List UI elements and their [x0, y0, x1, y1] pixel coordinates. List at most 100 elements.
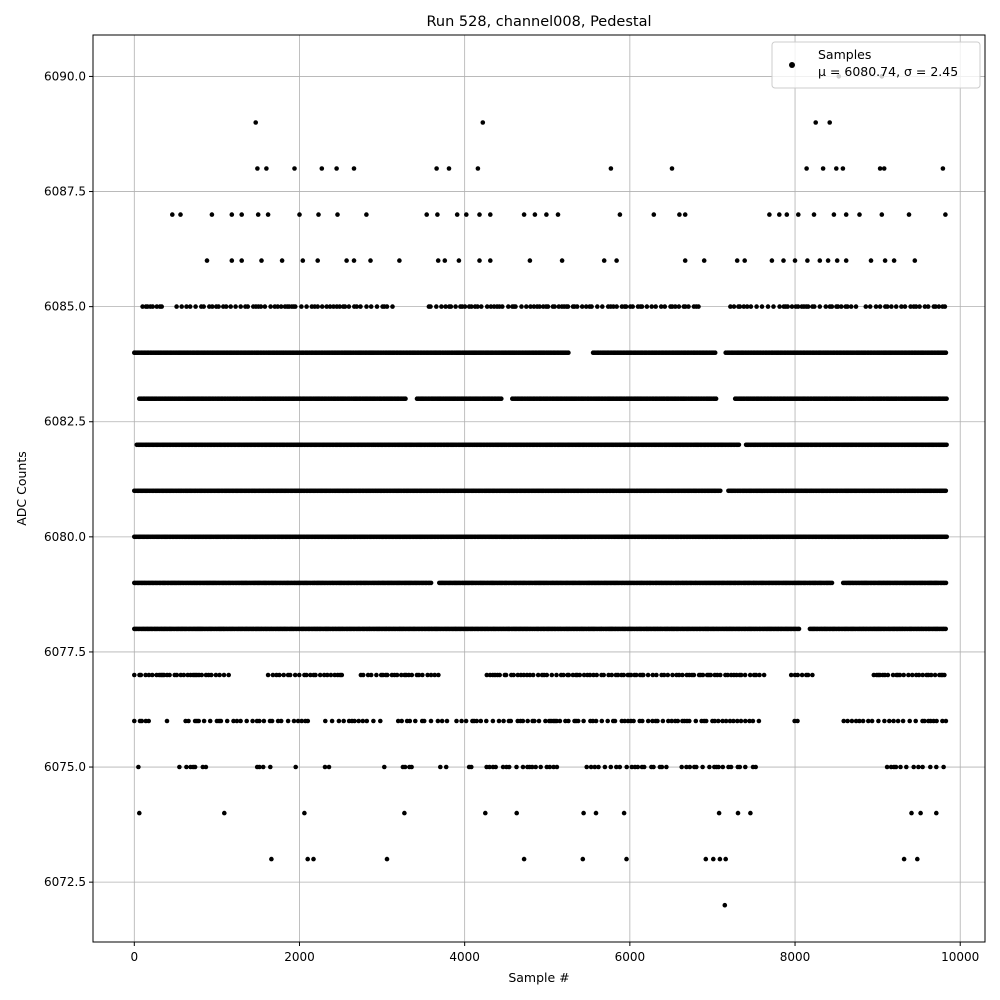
data-point: [322, 764, 328, 770]
data-point: [754, 304, 759, 309]
data-point: [863, 304, 869, 309]
data-point: [701, 258, 707, 263]
data-point: [843, 258, 849, 263]
data-point: [490, 718, 496, 724]
data-point: [811, 212, 817, 217]
data-point: [268, 304, 273, 309]
data-point: [493, 764, 499, 770]
data-point: [339, 672, 345, 678]
data-point: [259, 258, 264, 263]
data-point: [255, 166, 260, 171]
data-point: [170, 212, 175, 217]
data-point: [519, 304, 524, 309]
data-point: [736, 442, 742, 448]
data-point: [840, 166, 846, 171]
data-point: [532, 212, 538, 217]
data-point: [334, 166, 339, 171]
data-point: [448, 304, 454, 309]
data-point: [316, 212, 321, 217]
data-point: [228, 304, 233, 309]
data-point: [443, 764, 449, 770]
legend-marker: [789, 62, 795, 68]
data-point: [895, 718, 901, 724]
data-point: [757, 672, 762, 678]
data-point: [428, 304, 433, 309]
data-point: [799, 672, 805, 678]
data-point: [823, 304, 829, 309]
data-point: [860, 718, 866, 724]
data-point: [499, 396, 504, 402]
data-point: [723, 856, 728, 862]
data-point: [805, 672, 811, 678]
data-point: [456, 258, 462, 263]
data-point: [943, 580, 949, 586]
data-point: [675, 718, 681, 724]
data-point: [297, 212, 302, 217]
data-point: [608, 166, 614, 171]
data-point: [917, 304, 922, 309]
data-point: [718, 488, 723, 494]
data-point: [893, 304, 899, 309]
data-point: [500, 304, 505, 309]
data-point: [720, 764, 726, 770]
data-point: [631, 718, 636, 724]
x-tick-label: 2000: [284, 950, 315, 964]
data-point: [687, 764, 693, 770]
data-point: [707, 764, 712, 770]
data-point: [209, 212, 215, 217]
data-point: [934, 718, 939, 724]
data-point: [630, 304, 635, 309]
data-point: [641, 764, 647, 770]
data-point: [662, 304, 668, 309]
data-point: [305, 718, 311, 724]
y-axis-label: ADC Counts: [14, 451, 29, 526]
data-point: [641, 672, 646, 678]
data-point: [693, 718, 699, 724]
data-point: [743, 764, 748, 770]
data-point: [873, 304, 879, 309]
data-point: [469, 764, 474, 770]
data-points: [132, 74, 949, 908]
data-point: [439, 718, 445, 724]
data-point: [708, 672, 713, 678]
data-point: [360, 672, 366, 678]
data-point: [834, 166, 839, 171]
data-point: [279, 258, 285, 263]
data-point: [565, 304, 571, 309]
data-point: [748, 810, 753, 816]
data-point: [885, 304, 890, 309]
data-point: [229, 212, 235, 217]
data-point: [421, 718, 427, 724]
data-point: [146, 718, 151, 724]
data-point: [834, 258, 840, 263]
data-point: [409, 764, 414, 770]
data-point: [882, 258, 888, 263]
data-point: [368, 672, 374, 678]
data-point: [805, 304, 811, 309]
data-point: [655, 718, 660, 724]
data-point: [483, 810, 488, 816]
data-point: [506, 764, 512, 770]
data-point: [555, 212, 561, 217]
data-point: [511, 672, 516, 678]
data-point: [218, 718, 224, 724]
data-point: [795, 718, 800, 724]
data-point: [857, 212, 862, 217]
data-point: [682, 212, 688, 217]
data-point: [600, 304, 605, 309]
data-point: [867, 304, 873, 309]
data-point: [137, 810, 142, 816]
data-point: [944, 396, 949, 402]
data-point: [479, 304, 484, 309]
data-point: [716, 718, 721, 724]
data-point: [302, 810, 307, 816]
data-point: [323, 718, 328, 724]
data-point: [525, 718, 530, 724]
data-point: [593, 810, 599, 816]
data-point: [150, 672, 155, 678]
data-point: [759, 304, 765, 309]
data-point: [532, 718, 537, 724]
data-point: [781, 258, 786, 263]
data-point: [654, 672, 659, 678]
data-point: [223, 304, 229, 309]
